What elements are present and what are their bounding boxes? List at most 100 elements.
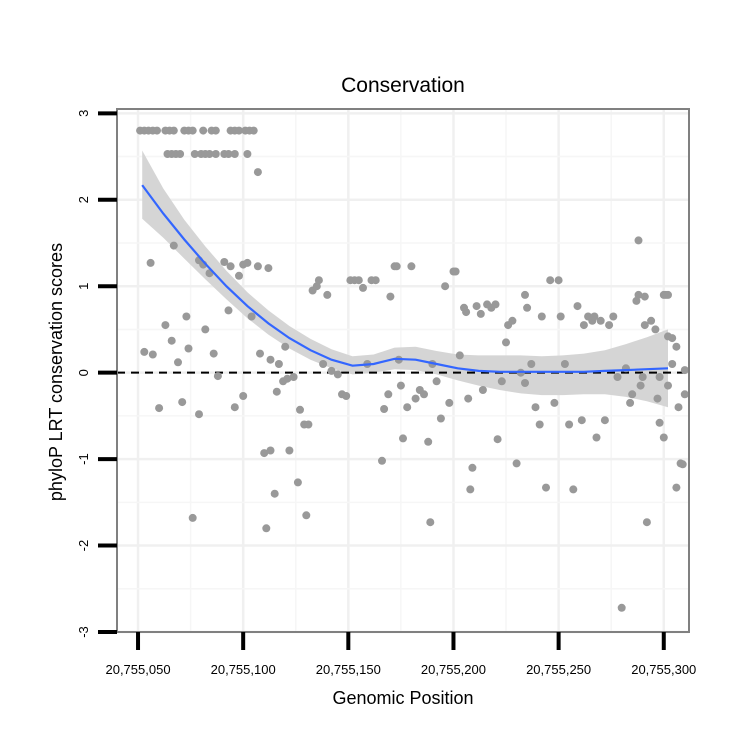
data-point xyxy=(672,342,681,351)
chart-title: Conservation xyxy=(341,74,465,97)
data-point xyxy=(426,518,435,527)
data-point xyxy=(296,405,304,414)
data-point xyxy=(283,374,292,383)
data-point xyxy=(451,267,460,276)
data-point xyxy=(274,360,283,368)
data-point xyxy=(651,325,660,334)
data-point xyxy=(224,150,233,158)
data-point xyxy=(359,283,367,292)
data-point xyxy=(188,126,197,135)
data-point xyxy=(502,338,510,347)
data-point xyxy=(420,390,428,399)
data-point xyxy=(140,347,149,356)
data-point xyxy=(668,334,677,343)
data-point xyxy=(285,446,294,455)
data-point xyxy=(592,433,601,442)
data-point xyxy=(386,292,395,301)
data-point xyxy=(655,418,664,427)
data-point xyxy=(161,321,170,330)
data-point xyxy=(636,381,645,390)
smooth-line xyxy=(141,184,669,373)
data-point xyxy=(188,513,197,522)
data-point xyxy=(174,358,182,367)
data-point xyxy=(314,276,323,285)
data-point xyxy=(224,306,233,315)
data-point xyxy=(640,292,649,301)
data-point xyxy=(436,414,445,423)
y-tick-label: 0 xyxy=(76,369,91,376)
data-point xyxy=(491,300,500,309)
data-point xyxy=(647,316,656,325)
data-point xyxy=(523,303,532,312)
data-point xyxy=(573,302,582,311)
data-point xyxy=(230,150,239,158)
data-point xyxy=(638,373,647,381)
confidence-band xyxy=(142,150,668,408)
data-point xyxy=(560,360,569,368)
data-point xyxy=(468,463,477,472)
data-point xyxy=(199,126,208,135)
data-point xyxy=(323,290,332,299)
data-point xyxy=(626,398,635,407)
data-point xyxy=(664,381,672,390)
x-axis-ticks: 20,755,050 20,755,100 20,755,150 20,755,200… xyxy=(105,632,696,677)
data-point xyxy=(312,282,321,291)
data-point xyxy=(542,483,550,492)
data-point xyxy=(632,296,641,305)
y-tick-label: 3 xyxy=(76,110,91,117)
data-point xyxy=(609,312,618,321)
data-point xyxy=(153,126,161,135)
data-point xyxy=(270,489,279,498)
data-point xyxy=(253,262,262,271)
data-point xyxy=(577,416,586,425)
data-point xyxy=(535,420,544,429)
data-point xyxy=(304,420,313,429)
data-point xyxy=(678,460,687,469)
data-point xyxy=(342,392,351,400)
data-point xyxy=(472,302,481,311)
data-point xyxy=(432,377,441,386)
data-point xyxy=(668,360,677,368)
data-point xyxy=(478,386,487,394)
data-point xyxy=(249,126,258,135)
data-point xyxy=(680,366,689,375)
data-point xyxy=(256,349,264,358)
data-point xyxy=(634,290,643,299)
data-point xyxy=(380,405,389,413)
data-point xyxy=(176,150,185,158)
plot-border xyxy=(116,108,690,633)
data-point xyxy=(211,150,220,158)
data-point xyxy=(293,478,302,487)
data-point xyxy=(605,321,614,330)
data-point xyxy=(253,168,262,177)
data-point xyxy=(617,603,626,612)
data-point xyxy=(462,308,471,317)
y-tick-label: 1 xyxy=(76,283,91,290)
data-point xyxy=(392,262,401,271)
data-point xyxy=(184,344,193,353)
data-point xyxy=(178,398,187,407)
data-point xyxy=(354,276,363,285)
data-point xyxy=(527,360,536,368)
data-point xyxy=(148,350,157,359)
data-point xyxy=(411,394,420,403)
data-point xyxy=(182,312,191,321)
data-point xyxy=(680,390,689,399)
data-point xyxy=(378,456,386,465)
data-point xyxy=(211,126,220,135)
x-tick-label: 20,755,200 xyxy=(421,662,486,677)
y-tick-label: -3 xyxy=(76,626,91,638)
smooth-line-group xyxy=(141,184,669,373)
data-point xyxy=(384,390,393,399)
data-point xyxy=(424,437,433,446)
data-point xyxy=(266,355,275,364)
data-point xyxy=(508,316,517,325)
data-point xyxy=(672,483,681,492)
confidence-band-group xyxy=(142,150,668,408)
data-point xyxy=(213,372,222,381)
data-point xyxy=(272,387,281,396)
data-point xyxy=(247,312,256,321)
x-tick-label: 20,755,050 xyxy=(105,662,170,677)
data-point xyxy=(235,126,243,135)
data-point xyxy=(220,258,229,266)
